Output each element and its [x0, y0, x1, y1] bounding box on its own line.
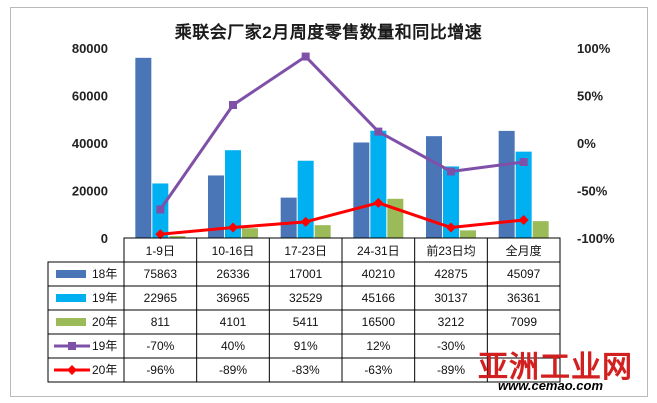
- legend-key-marker: [68, 342, 76, 350]
- y-left-tick-label: 40000: [72, 136, 108, 151]
- data-label: 36361: [507, 291, 541, 305]
- data-label: 3212: [438, 315, 465, 329]
- watermark-url: www.cemao.com: [498, 378, 603, 393]
- data-label: 26336: [216, 267, 250, 281]
- line-point: [374, 127, 383, 136]
- bar: [498, 130, 515, 238]
- line-point: [228, 222, 238, 233]
- bar: [460, 230, 476, 238]
- bar: [387, 198, 404, 238]
- x-tick-label: 前23日均: [426, 243, 475, 258]
- line-point: [373, 197, 384, 208]
- data-label: -63%: [364, 363, 392, 377]
- y-right-tick-label: 0%: [577, 136, 596, 151]
- x-tick-label: 17-23日: [284, 244, 327, 258]
- legend-key: [56, 294, 86, 302]
- y-right-tick-label: 50%: [577, 89, 603, 104]
- legend-label: 18年: [92, 267, 117, 281]
- watermark-text: 亚洲工业网: [478, 350, 633, 385]
- data-label: -96%: [146, 363, 174, 377]
- data-label: 30137: [434, 291, 468, 305]
- legend-label: 20年: [92, 363, 117, 377]
- data-label: 32529: [289, 291, 323, 305]
- line-point: [446, 222, 456, 233]
- x-tick-label: 10-16日: [212, 244, 255, 258]
- line-point: [519, 158, 528, 166]
- data-label: 5411: [293, 315, 319, 329]
- bar: [515, 151, 532, 238]
- series-line: [159, 55, 524, 211]
- x-tick-label: 24-31日: [357, 244, 400, 258]
- line-point: [156, 205, 165, 214]
- bar: [370, 130, 387, 238]
- bar: [532, 221, 549, 238]
- bar: [242, 228, 258, 238]
- data-label: 4101: [220, 315, 247, 329]
- data-label: 7099: [510, 315, 537, 329]
- legend-label: 20年: [92, 315, 117, 329]
- bar: [314, 225, 331, 238]
- bar: [353, 142, 370, 238]
- data-label: -89%: [219, 363, 247, 377]
- data-label: 45097: [507, 267, 541, 281]
- line-point: [155, 229, 166, 240]
- line-point: [300, 216, 311, 227]
- line-point: [518, 214, 529, 225]
- legend-label: 19年: [92, 339, 117, 353]
- data-label: 22965: [144, 291, 178, 305]
- chart-title: 乘联会厂家2月周度零售数量和同比增速: [174, 23, 483, 42]
- line-point: [229, 101, 237, 109]
- x-tick-label: 全月度: [506, 243, 542, 258]
- legend-label: 19年: [92, 291, 117, 305]
- series-line: [160, 201, 524, 236]
- y-left-tick-label: 80000: [72, 41, 108, 56]
- legend-key-marker: [67, 365, 77, 375]
- chart-frame: [10, 7, 648, 397]
- data-label: -70%: [146, 339, 174, 353]
- legend-key: [56, 270, 86, 278]
- bar: [169, 236, 186, 238]
- bar: [208, 175, 224, 238]
- y-right-tick-label: 100%: [577, 41, 611, 56]
- data-label: 811: [151, 315, 170, 329]
- data-label: 40%: [221, 339, 245, 353]
- bar: [443, 166, 459, 238]
- y-left-tick-label: 20000: [72, 184, 108, 199]
- data-label: 12%: [366, 339, 390, 353]
- data-label: 42875: [434, 267, 468, 281]
- y-left-tick-label: 60000: [72, 89, 108, 104]
- data-label: 45166: [362, 291, 396, 305]
- y-right-tick-label: -100%: [577, 231, 615, 246]
- data-label: 16500: [362, 315, 396, 329]
- line-point: [447, 167, 455, 176]
- data-label: 75863: [144, 267, 178, 281]
- bar: [135, 57, 152, 238]
- bar: [297, 160, 314, 238]
- legend-key: [56, 318, 86, 326]
- data-label: 40210: [362, 267, 396, 281]
- y-right-tick-label: -50%: [577, 184, 608, 199]
- x-tick-label: 1-9日: [146, 244, 175, 258]
- line-point: [301, 52, 310, 61]
- data-label: 36965: [216, 291, 250, 305]
- data-label: 17001: [289, 267, 323, 281]
- data-label: -89%: [437, 363, 465, 377]
- watermark-logo: 亚洲工业网 www.cemao.com: [478, 342, 648, 397]
- data-label: -83%: [292, 363, 320, 377]
- data-label: 91%: [294, 339, 318, 353]
- bar: [225, 150, 241, 238]
- bar: [280, 197, 297, 238]
- data-label: -30%: [437, 339, 465, 353]
- y-left-tick-label: 0: [101, 231, 108, 246]
